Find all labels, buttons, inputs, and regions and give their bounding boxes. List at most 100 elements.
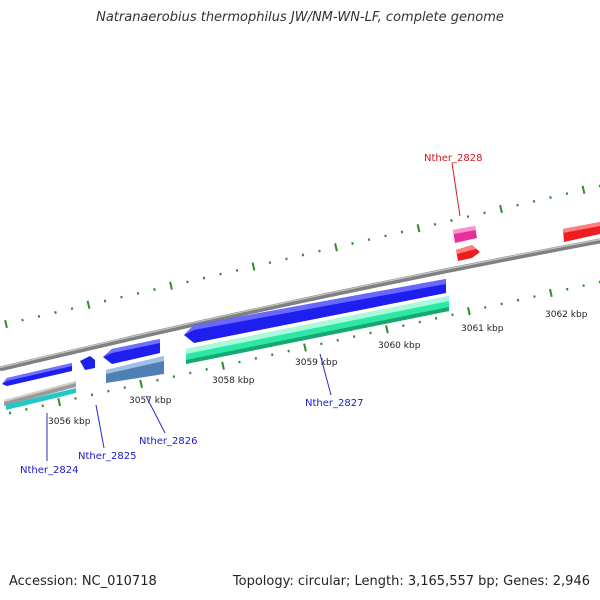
minor-tick [384, 234, 387, 238]
minor-tick [219, 272, 222, 276]
minor-tick [484, 306, 487, 309]
kbp-label: 3059 kbp [295, 358, 338, 368]
minor-tick [202, 276, 206, 280]
minor-tick [153, 288, 156, 291]
gene-label-nther-2824[interactable]: Nther_2824 [20, 465, 78, 476]
feature-blue-3[interactable] [103, 339, 160, 364]
minor-tick [238, 360, 241, 364]
major-tick [251, 262, 256, 271]
major-tick [499, 204, 503, 214]
minor-tick [25, 407, 28, 411]
minor-tick [566, 287, 569, 291]
minor-tick [418, 320, 421, 324]
major-tick [581, 185, 586, 194]
minor-tick [8, 411, 12, 415]
major-tick [139, 379, 143, 389]
feature-cyan-1[interactable] [6, 388, 76, 410]
feature-blue-4[interactable] [184, 279, 446, 343]
minor-tick [369, 331, 372, 335]
minor-tick [90, 393, 94, 397]
major-tick [467, 306, 471, 316]
minor-tick [516, 298, 520, 302]
kbp-label: 3061 kbp [461, 324, 504, 334]
feature-blue-2[interactable] [80, 356, 95, 370]
minor-tick [516, 203, 519, 207]
minor-tick [400, 230, 404, 234]
minor-tick [582, 284, 585, 288]
major-tick [169, 281, 173, 290]
minor-tick [189, 371, 192, 375]
minor-tick [271, 353, 274, 357]
kbp-label: 3062 kbp [545, 310, 588, 320]
kbp-label: 3056 kbp [48, 417, 91, 427]
minor-tick [107, 389, 110, 393]
feature-teal-1[interactable] [186, 296, 449, 364]
kbp-label: 3057 kbp [129, 396, 172, 406]
minor-tick [434, 316, 438, 320]
major-tick [57, 397, 61, 407]
kbp-label: 3058 kbp [212, 376, 255, 386]
minor-tick [254, 356, 258, 360]
minor-tick [565, 192, 569, 196]
minor-tick [451, 313, 454, 317]
feature-pink-1[interactable] [453, 226, 477, 243]
minor-tick [466, 215, 470, 219]
feature-blue-1[interactable] [2, 363, 72, 386]
gene-label-nther-2826[interactable]: Nther_2826 [139, 436, 197, 447]
minor-tick [186, 280, 189, 284]
major-tick [549, 288, 553, 298]
feature-steel-1[interactable] [106, 356, 164, 383]
minor-tick [301, 253, 305, 257]
major-tick [303, 343, 307, 352]
minor-tick [433, 222, 437, 226]
minor-tick [235, 268, 239, 272]
major-tick [221, 361, 225, 370]
major-tick [334, 243, 338, 252]
gene-label-nther-2827[interactable]: Nther_2827 [305, 398, 363, 409]
minor-tick [450, 219, 453, 222]
minor-tick [136, 291, 140, 295]
minor-tick [500, 302, 503, 306]
minor-tick [37, 314, 41, 318]
minor-tick [156, 378, 159, 382]
minor-tick [336, 338, 339, 342]
gene-label-nther-2825[interactable]: Nther_2825 [78, 451, 136, 462]
major-tick [4, 319, 8, 329]
accession-text: Accession: NC_010718 [9, 574, 157, 589]
major-tick [416, 224, 421, 233]
feature-gray-1[interactable] [4, 381, 76, 406]
minor-tick [123, 386, 126, 389]
gene-leader-line-red [451, 162, 461, 217]
minor-tick [285, 257, 288, 261]
minor-tick [402, 324, 405, 328]
kbp-label: 3060 kbp [378, 341, 421, 351]
major-tick [86, 300, 91, 309]
minor-tick [367, 238, 371, 242]
gene-leader-lines [46, 353, 332, 461]
minor-tick [54, 311, 57, 314]
minor-tick [205, 367, 208, 371]
minor-tick [70, 307, 74, 311]
minor-tick [172, 375, 176, 379]
minor-tick [320, 342, 323, 346]
minor-tick [318, 249, 321, 253]
minor-tick [21, 318, 24, 322]
minor-tick [74, 397, 77, 400]
genome-backbone [0, 238, 600, 372]
minor-tick [533, 295, 536, 298]
minor-tick [41, 404, 44, 408]
minor-tick [103, 299, 107, 303]
feature-red-1[interactable] [456, 245, 480, 261]
minor-tick [483, 211, 486, 215]
minor-tick [287, 349, 290, 353]
inner-tick-row [8, 280, 600, 415]
minor-tick [268, 261, 272, 265]
feature-red-2[interactable] [563, 222, 600, 242]
topology-text: Topology: circular; Length: 3,165,557 bp… [232, 574, 590, 589]
minor-tick [532, 199, 536, 203]
minor-tick [549, 196, 552, 199]
major-tick [385, 325, 389, 334]
map-title: Natranaerobius thermophilus JW/NM-WN-LF,… [96, 10, 504, 25]
gene-label-nther-2828[interactable]: Nther_2828 [424, 153, 482, 164]
